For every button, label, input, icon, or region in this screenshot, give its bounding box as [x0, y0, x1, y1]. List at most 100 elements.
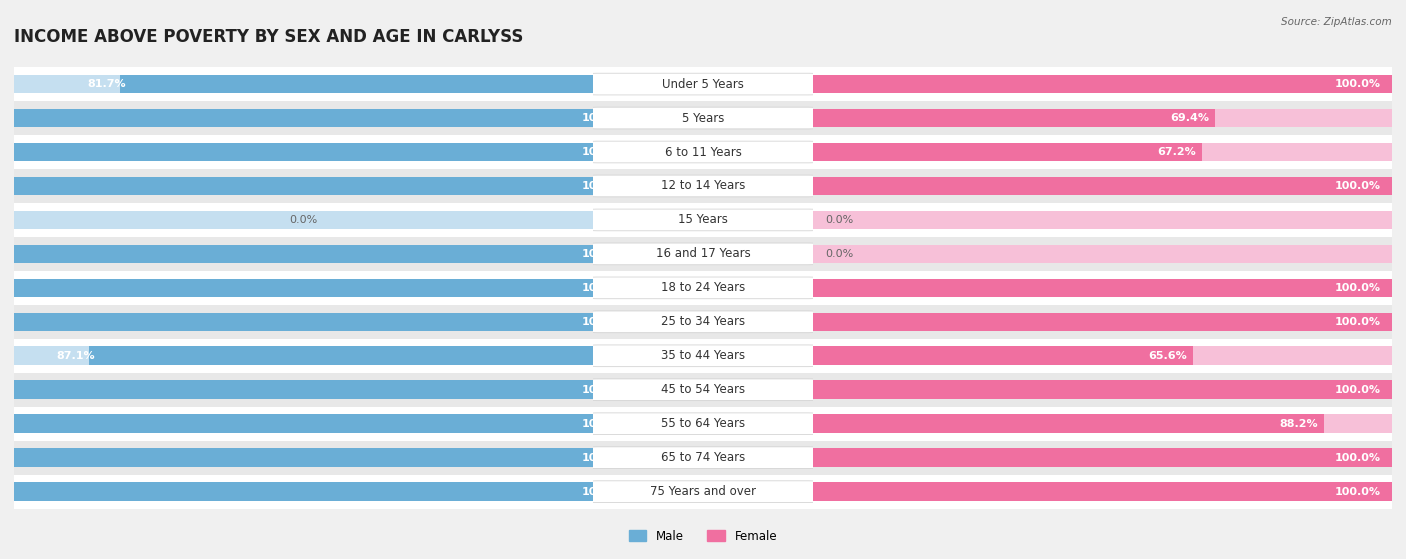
Bar	[813, 305, 1392, 339]
Bar	[593, 101, 813, 135]
Bar	[14, 440, 593, 475]
Bar	[813, 381, 1392, 399]
FancyBboxPatch shape	[588, 447, 818, 468]
Text: 100.0%: 100.0%	[581, 317, 627, 327]
Legend: Male, Female: Male, Female	[624, 525, 782, 547]
Text: 0.0%: 0.0%	[825, 249, 853, 259]
Bar	[14, 245, 593, 263]
Text: 16 and 17 Years: 16 and 17 Years	[655, 248, 751, 260]
FancyBboxPatch shape	[588, 243, 818, 265]
Bar	[14, 271, 593, 305]
Bar	[593, 339, 813, 373]
Text: 45 to 54 Years: 45 to 54 Years	[661, 383, 745, 396]
Text: 100.0%: 100.0%	[581, 147, 627, 157]
Bar	[14, 135, 593, 169]
Text: 67.2%: 67.2%	[1157, 147, 1197, 157]
Bar	[14, 108, 593, 127]
Text: 100.0%: 100.0%	[581, 113, 627, 123]
Bar	[14, 414, 593, 433]
Bar	[14, 482, 593, 501]
FancyBboxPatch shape	[588, 311, 818, 333]
Bar	[813, 312, 1392, 331]
Bar	[593, 67, 813, 101]
Bar	[813, 448, 1392, 467]
FancyBboxPatch shape	[588, 141, 818, 163]
Bar	[14, 237, 593, 271]
Bar	[593, 373, 813, 407]
Bar	[813, 278, 1392, 297]
Bar	[14, 312, 593, 331]
Text: 87.1%: 87.1%	[56, 351, 94, 361]
Bar	[813, 237, 1392, 271]
Bar	[593, 237, 813, 271]
Bar	[14, 482, 593, 501]
Bar	[813, 75, 1392, 93]
Text: 88.2%: 88.2%	[1279, 419, 1317, 429]
Text: Under 5 Years: Under 5 Years	[662, 78, 744, 91]
Text: 65.6%: 65.6%	[1149, 351, 1187, 361]
Bar	[813, 373, 1392, 407]
Text: 100.0%: 100.0%	[581, 283, 627, 293]
Bar	[14, 211, 593, 229]
Text: INCOME ABOVE POVERTY BY SEX AND AGE IN CARLYSS: INCOME ABOVE POVERTY BY SEX AND AGE IN C…	[14, 28, 523, 46]
Bar	[593, 305, 813, 339]
FancyBboxPatch shape	[588, 107, 818, 129]
FancyBboxPatch shape	[588, 277, 818, 299]
Bar	[14, 475, 593, 509]
Text: 81.7%: 81.7%	[87, 79, 125, 89]
Bar	[813, 108, 1215, 127]
Bar	[14, 245, 593, 263]
Text: 100.0%: 100.0%	[581, 487, 627, 497]
Bar	[14, 169, 593, 203]
Text: 18 to 24 Years: 18 to 24 Years	[661, 281, 745, 295]
Bar	[813, 347, 1392, 365]
Text: 100.0%: 100.0%	[1334, 487, 1381, 497]
Text: 15 Years: 15 Years	[678, 214, 728, 226]
Bar	[813, 475, 1392, 509]
Bar	[14, 339, 593, 373]
Text: 6 to 11 Years: 6 to 11 Years	[665, 145, 741, 159]
Text: 100.0%: 100.0%	[581, 181, 627, 191]
Bar	[14, 381, 593, 399]
Bar	[813, 414, 1323, 433]
Bar	[14, 143, 593, 162]
Bar	[593, 169, 813, 203]
Bar	[14, 305, 593, 339]
Text: 12 to 14 Years: 12 to 14 Years	[661, 179, 745, 192]
Bar	[813, 177, 1392, 195]
Text: 65 to 74 Years: 65 to 74 Years	[661, 451, 745, 464]
Bar	[14, 278, 593, 297]
Bar	[813, 312, 1392, 331]
Bar	[14, 407, 593, 440]
Bar	[593, 203, 813, 237]
Bar	[813, 101, 1392, 135]
FancyBboxPatch shape	[588, 209, 818, 231]
Bar	[14, 67, 593, 101]
Bar	[89, 347, 593, 365]
Text: 100.0%: 100.0%	[581, 249, 627, 259]
Bar	[14, 373, 593, 407]
Bar	[14, 448, 593, 467]
Bar	[14, 108, 593, 127]
Bar	[593, 135, 813, 169]
Bar	[14, 203, 593, 237]
Bar	[14, 177, 593, 195]
Text: 100.0%: 100.0%	[1334, 79, 1381, 89]
Bar	[14, 347, 593, 365]
Text: Source: ZipAtlas.com: Source: ZipAtlas.com	[1281, 17, 1392, 27]
Bar	[813, 143, 1392, 162]
Bar	[14, 381, 593, 399]
Bar	[813, 482, 1392, 501]
Bar	[813, 414, 1392, 433]
Bar	[813, 245, 1392, 263]
Text: 25 to 34 Years: 25 to 34 Years	[661, 315, 745, 328]
Text: 35 to 44 Years: 35 to 44 Years	[661, 349, 745, 362]
Bar	[14, 101, 593, 135]
Bar	[813, 211, 1392, 229]
Bar	[593, 440, 813, 475]
Bar	[813, 347, 1192, 365]
Text: 0.0%: 0.0%	[290, 215, 318, 225]
Bar	[593, 271, 813, 305]
Bar	[813, 271, 1392, 305]
FancyBboxPatch shape	[588, 73, 818, 95]
